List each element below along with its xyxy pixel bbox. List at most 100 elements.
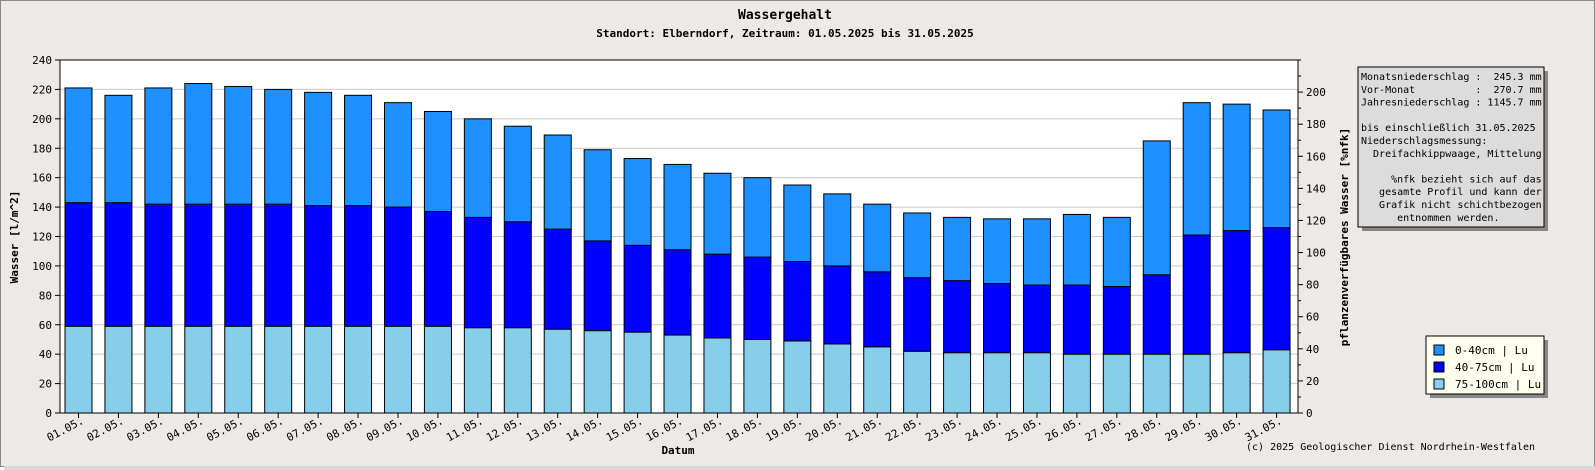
bar-segment <box>983 283 1012 354</box>
bar-segment <box>863 271 892 348</box>
bar-segment <box>184 83 213 205</box>
y2-tick-label: 20 <box>1306 375 1319 388</box>
info-line: entnommen werden. <box>1361 213 1499 224</box>
x-tick-label: 06.05. <box>244 414 285 444</box>
bar-segment <box>104 202 133 327</box>
bar-segment <box>304 91 333 207</box>
x-tick-label: 15.05. <box>604 414 645 444</box>
x-axis-label: Datum <box>661 444 694 457</box>
y-tick-label: 240 <box>32 54 52 67</box>
bar-segment <box>903 212 932 279</box>
bar-segment <box>383 325 412 414</box>
legend-swatch <box>1433 361 1445 373</box>
y-axis: 0 20 40 60 80 100 120 140 160 180 200 220 240 <box>32 54 60 420</box>
bar-segment <box>64 202 93 327</box>
info-line: Niederschlagsmessung: <box>1361 136 1487 147</box>
x-tick-label: 16.05. <box>644 414 685 444</box>
y2-tick-label: 100 <box>1306 247 1326 260</box>
x-tick-label: 30.05. <box>1203 414 1244 444</box>
x-tick-label: 07.05. <box>284 414 325 444</box>
y2-tick-label: 40 <box>1306 343 1319 356</box>
x-tick-label: 28.05. <box>1123 414 1164 444</box>
bar-segment <box>983 352 1012 414</box>
x-tick-label: 18.05. <box>724 414 765 444</box>
y-tick-label: 200 <box>32 113 52 126</box>
frame-shadow <box>4 466 1595 470</box>
bar-segment <box>503 221 532 329</box>
bar-segment <box>663 163 692 251</box>
bar-segment <box>224 85 253 205</box>
bar-segment <box>1062 353 1091 414</box>
bar-segment <box>383 206 412 327</box>
bar-segment <box>184 203 213 327</box>
legend-panel <box>1425 335 1545 395</box>
y2-tick-label: 60 <box>1306 311 1319 324</box>
bar-segment <box>1062 213 1091 286</box>
bar-segment <box>1102 286 1131 355</box>
bar-segment <box>863 346 892 414</box>
y-tick-label: 60 <box>39 319 52 332</box>
x-tick-label: 25.05. <box>1003 414 1044 444</box>
bar-segment <box>663 249 692 336</box>
x-tick-label: 14.05. <box>564 414 605 444</box>
legend-swatch <box>1433 344 1445 356</box>
y2-tick-label: 140 <box>1306 182 1326 195</box>
x-tick-label: 31.05. <box>1243 414 1284 444</box>
bar-segment <box>304 325 333 414</box>
bar-segment <box>863 203 892 273</box>
chart-subtitle: Standort: Elberndorf, Zeitraum: 01.05.20… <box>596 27 974 40</box>
info-line: Grafik nicht schichtbezogen <box>1361 200 1542 211</box>
x-tick-label: 22.05. <box>883 414 924 444</box>
bar-segment <box>1142 274 1171 355</box>
bar-segment <box>423 110 452 212</box>
bar-segment <box>703 253 732 339</box>
bar-segment <box>1062 284 1091 355</box>
y2-axis: 0 20 40 60 80 100 120 140 160 180 200 <box>1298 59 1326 420</box>
y-tick-label: 20 <box>39 378 52 391</box>
bar-segment <box>743 338 772 414</box>
y2-tick-label: 180 <box>1306 118 1326 131</box>
bar-segment <box>903 350 932 414</box>
bar-segment <box>463 118 492 218</box>
y-tick-label: 140 <box>32 201 52 214</box>
x-tick-label: 10.05. <box>404 414 445 444</box>
copyright: (c) 2025 Geologischer Dienst Nordrhein-W… <box>1246 442 1535 453</box>
bar-segment <box>743 256 772 340</box>
x-tick-label: 13.05. <box>524 414 565 444</box>
bar-segment <box>543 134 572 230</box>
bar-segment <box>64 325 93 414</box>
info-line: gesamte Profil und kann der <box>1361 187 1542 198</box>
y-axis-label: Wasser [l/m^2] <box>8 191 21 284</box>
bar-segment <box>104 94 133 204</box>
bar-segment <box>304 205 333 327</box>
x-tick-label: 05.05. <box>204 414 245 444</box>
y-tick-label: 180 <box>32 142 52 155</box>
legend-label: 40-75cm | Lu <box>1455 361 1534 374</box>
bar-segment <box>224 325 253 414</box>
x-axis: 01.05.02.05.03.05.04.05.05.05.06.05.07.0… <box>45 413 1284 444</box>
x-tick-label: 03.05. <box>125 414 166 444</box>
bar-segment <box>623 331 652 414</box>
y-tick-label: 40 <box>39 348 52 361</box>
bar-segment <box>783 340 812 414</box>
bar-segment <box>64 87 93 204</box>
info-line: bis einschließlich 31.05.2025 <box>1361 123 1536 134</box>
bar-segment <box>423 210 452 327</box>
bar-segment <box>1262 349 1291 414</box>
info-box: Monatsniederschlag : 245.3 mm Vor-Monat :… <box>1357 66 1548 231</box>
x-tick-label: 20.05. <box>803 414 844 444</box>
bar-segment <box>144 203 173 327</box>
bar-segment <box>1262 227 1291 351</box>
bar-segment <box>224 203 253 327</box>
chart-title: Wassergehalt <box>738 8 832 23</box>
bar-segment <box>1182 102 1211 236</box>
bar-segment <box>903 277 932 352</box>
y-tick-label: 120 <box>32 231 52 244</box>
bar-segment <box>1142 353 1171 414</box>
x-tick-label: 04.05. <box>165 414 206 444</box>
x-tick-label: 12.05. <box>484 414 525 444</box>
bar-segment <box>344 325 373 414</box>
x-tick-label: 24.05. <box>963 414 1004 444</box>
x-tick-label: 11.05. <box>444 414 485 444</box>
bar-segment <box>943 216 972 282</box>
